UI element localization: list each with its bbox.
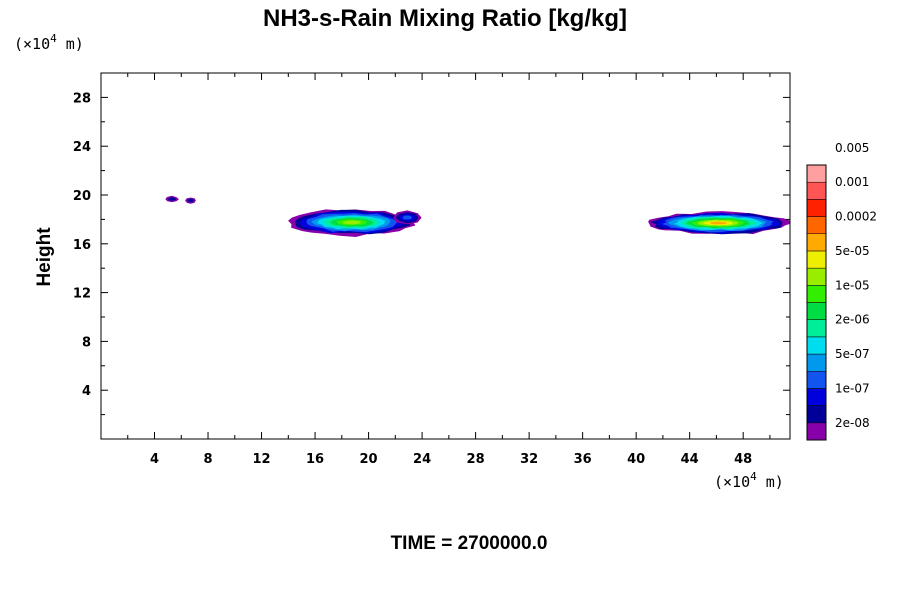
contour-region <box>167 197 176 201</box>
colorbar-swatch <box>806 216 827 234</box>
colorbar-swatch <box>806 319 827 338</box>
colorbar-label: 5e-05 <box>835 244 870 258</box>
x-tick-label: 48 <box>734 452 752 467</box>
colorbar-label: 2e-06 <box>835 313 870 327</box>
y-tick-label: 12 <box>73 287 91 302</box>
x-tick-label: 40 <box>627 452 645 467</box>
chart-title: NH3-s-Rain Mixing Ratio [kg/kg] <box>263 5 627 32</box>
colorbar-swatch <box>806 422 827 441</box>
x-tick-label: 44 <box>681 452 699 467</box>
time-label: TIME = 2700000.0 <box>391 533 548 554</box>
colorbar-swatch <box>806 250 827 269</box>
y-tick-label: 8 <box>82 335 91 350</box>
x-tick-label: 8 <box>204 452 213 467</box>
x-tick-label: 4 <box>150 452 159 467</box>
x-tick-label: 12 <box>252 452 270 467</box>
colorbar-label: 0.0002 <box>835 210 877 224</box>
colorbar-swatch <box>806 285 827 303</box>
contour-region <box>402 215 412 220</box>
x-tick-label: 32 <box>520 452 538 467</box>
axis-ticks <box>101 73 790 439</box>
colorbar-swatch <box>806 388 827 406</box>
contour-region <box>342 220 361 225</box>
x-tick-labels: 4 8 12 16 20 24 28 32 36 40 44 48 <box>150 452 752 467</box>
colorbar-swatch <box>806 302 827 320</box>
colorbar-label: 1e-07 <box>835 381 870 395</box>
x-unit-label: (×104 m) <box>714 470 784 491</box>
colorbar-label: 2e-08 <box>835 416 870 430</box>
colorbar-swatch <box>806 181 827 200</box>
plot-data-layer <box>165 195 790 237</box>
x-tick-label: 36 <box>574 452 592 467</box>
x-tick-label: 16 <box>306 452 324 467</box>
colorbar-label: 1e-05 <box>835 278 870 292</box>
colorbar-swatch <box>806 336 827 355</box>
x-tick-label: 20 <box>360 452 378 467</box>
y-tick-label: 24 <box>73 140 91 155</box>
y-unit-label: (×104 m) <box>14 32 84 53</box>
colorbar-swatch <box>806 199 827 217</box>
colorbar-swatch <box>806 371 827 389</box>
colorbar-label: 5e-07 <box>835 347 870 361</box>
plot-frame <box>100 72 791 440</box>
colorbar-label: 0.005 <box>835 141 869 155</box>
colorbar-label: 0.001 <box>835 175 869 189</box>
x-tick-label: 28 <box>467 452 485 467</box>
colorbar-swatch <box>806 233 827 252</box>
y-tick-labels: 4 8 12 16 20 24 28 <box>73 91 91 399</box>
y-axis-label: Height <box>34 227 55 287</box>
contour-region <box>187 198 194 203</box>
y-tick-label: 16 <box>73 238 91 253</box>
y-tick-label: 20 <box>73 189 91 204</box>
x-tick-label: 24 <box>413 452 431 467</box>
colorbar-swatch <box>806 405 827 424</box>
colorbar-swatch <box>806 164 827 183</box>
y-tick-label: 4 <box>82 384 91 399</box>
colorbar-swatch <box>806 353 827 372</box>
colorbar: 2e-08 1e-07 5e-07 2e-06 1e-05 5e-05 0.0002 0.00… <box>806 141 877 441</box>
contour-region <box>710 221 727 225</box>
colorbar-swatch <box>806 267 827 286</box>
y-tick-label: 28 <box>73 91 91 106</box>
